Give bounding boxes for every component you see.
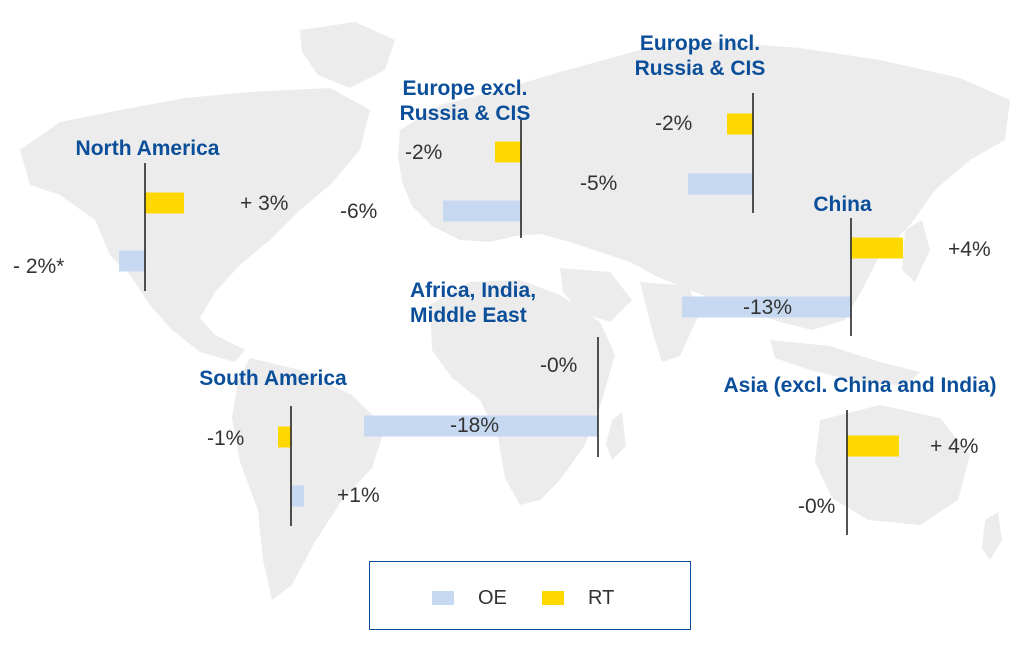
bar-europe-incl-rt [727,113,753,135]
label-china-oe: -13% [743,296,793,319]
title-europe-excl: Europe excl. Russia & CIS [399,77,531,125]
label-south-america-rt: -1% [207,427,245,450]
bar-europe-excl-rt [495,141,521,163]
axes-layer [144,93,852,535]
label-europe-excl-rt: -2% [405,141,443,164]
bars-layer [119,113,903,507]
label-china-rt: +4% [948,238,991,261]
bar-south-america-rt [278,426,291,448]
label-north-america-oe: - 2%* [13,255,65,278]
label-south-america-oe: +1% [337,484,380,507]
legend-label-oe: OE [478,587,507,609]
title-asia: Asia (excl. China and India) [723,374,997,397]
label-asia-oe: -0% [798,495,836,518]
legend-swatch-rt [542,591,564,605]
bar-north-america-oe [119,250,145,272]
bar-china-rt [851,237,903,259]
title-north-america: North America [75,137,220,160]
label-europe-excl-oe: -6% [340,200,378,223]
title-africa-india-me: Africa, India, Middle East [410,279,537,327]
title-south-america: South America [199,367,347,390]
bar-europe-excl-oe [443,200,521,222]
bar-china-oe [682,296,851,318]
bar-north-america-rt [145,192,184,214]
bar-asia-rt [847,435,899,457]
label-europe-incl-oe: -5% [580,172,618,195]
legend-label-rt: RT [588,587,615,609]
bar-africa-india-me-oe [364,415,598,437]
label-africa-india-me-oe: -18% [450,414,500,437]
title-china: China [813,193,872,216]
legend: OE RT [369,561,691,630]
legend-swatch-oe [432,591,454,605]
label-africa-india-me-rt: -0% [540,354,578,377]
label-asia-rt: + 4% [930,435,979,458]
title-europe-incl: Europe incl. Russia & CIS [634,32,766,80]
label-north-america-rt: + 3% [240,192,289,215]
bar-south-america-oe [291,485,304,507]
label-europe-incl-rt: -2% [655,112,693,135]
bar-europe-incl-oe [688,173,753,195]
